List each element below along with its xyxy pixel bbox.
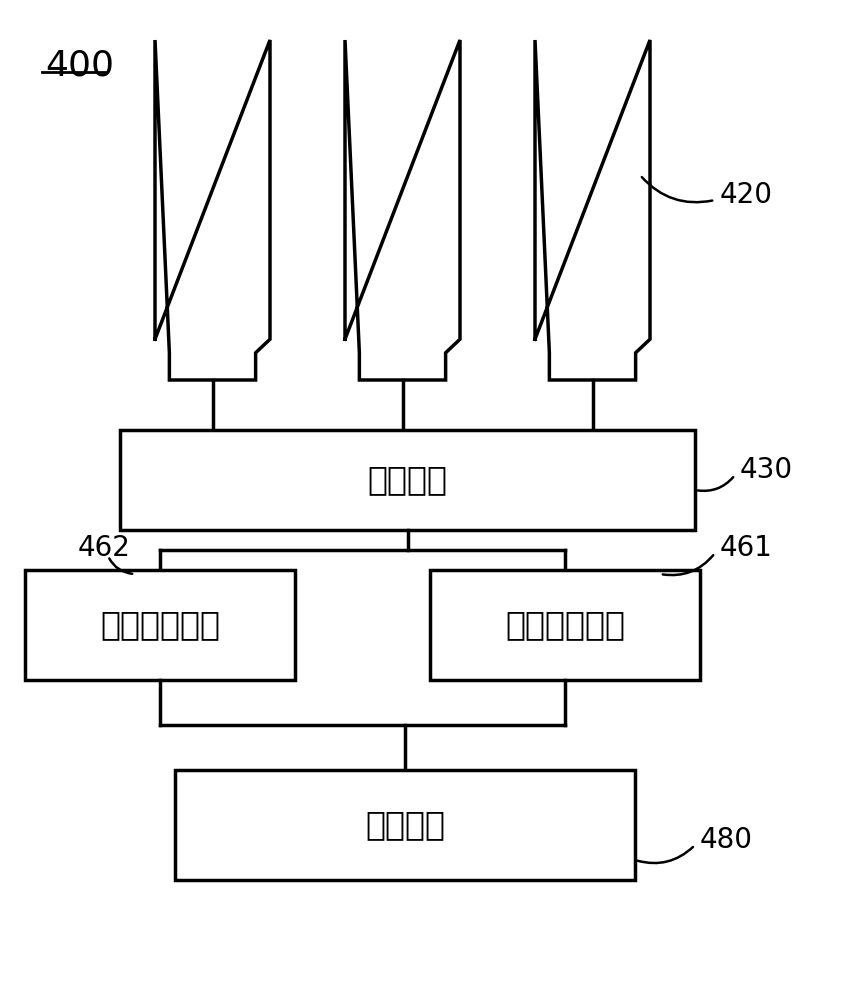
Bar [175, 770, 635, 880]
Text: 400: 400 [45, 48, 114, 82]
Text: 430: 430 [740, 456, 793, 484]
Text: 420: 420 [720, 181, 773, 209]
Text: 461: 461 [720, 534, 773, 562]
Text: 第一动力装置: 第一动力装置 [100, 608, 220, 642]
Text: 汇料装置: 汇料装置 [367, 464, 448, 496]
Bar [120, 430, 695, 530]
Bar [25, 570, 295, 680]
Bar [430, 570, 700, 680]
Text: 462: 462 [78, 534, 131, 562]
Text: 480: 480 [700, 826, 753, 854]
Text: 控制单元: 控制单元 [365, 808, 445, 842]
Text: 第二动力装置: 第二动力装置 [505, 608, 625, 642]
